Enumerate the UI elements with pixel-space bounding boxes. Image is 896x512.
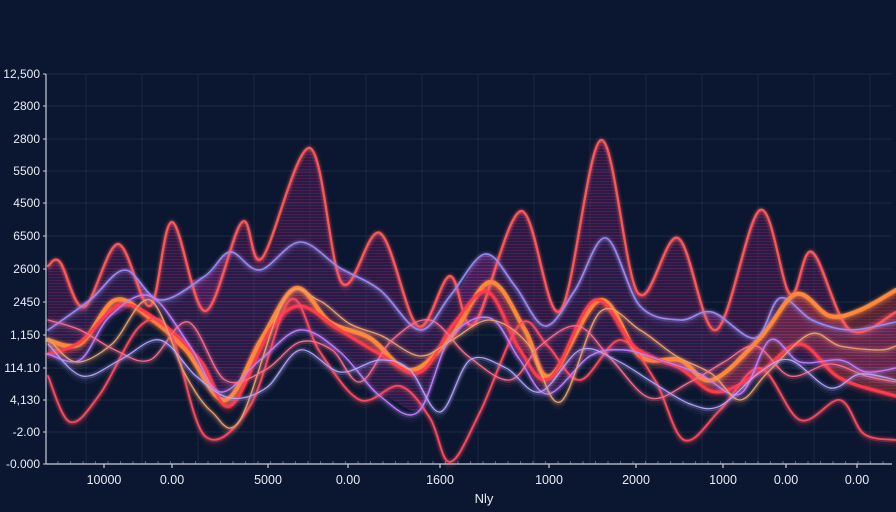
series-red-low: [47, 297, 896, 463]
y-tick-label: -0.000: [6, 457, 40, 471]
y-tick-label: 114.10: [4, 361, 40, 375]
x-tick-label: 1600: [426, 473, 454, 487]
x-axis-title: Nly: [475, 491, 494, 506]
series-tan-line: [47, 288, 896, 429]
y-tick-label: 4,130: [10, 393, 40, 407]
x-tick-label: 0.00: [160, 473, 184, 487]
series-lavender-low: [47, 339, 896, 413]
y-tick-label: 4500: [13, 196, 40, 210]
y-tick-label: 6500: [13, 229, 40, 243]
series-violet-mid: [47, 294, 896, 416]
y-tick-label: 2450: [13, 295, 40, 309]
series-upper-envelope: [46, 138, 896, 334]
x-tick-label: 0.00: [336, 473, 360, 487]
series-periwinkle-upper: [47, 237, 896, 339]
data-series: [46, 138, 896, 469]
x-tick-label: 1000: [535, 473, 563, 487]
y-axis-ticks: 12,500 2800 2800 5500 4500 6500 2600 2450 1,150 1…: [3, 67, 46, 471]
x-tick-label: 1000: [709, 473, 737, 487]
x-tick-label: 10000: [87, 473, 122, 487]
x-tick-label: 0.00: [774, 473, 798, 487]
series-orange-band: [46, 280, 896, 402]
x-tick-label: 0.00: [845, 473, 869, 487]
y-tick-label: 2600: [13, 262, 40, 276]
series-pink-line: [47, 319, 896, 400]
y-tick-label: -2.00: [13, 425, 41, 439]
y-tick-label: 2800: [13, 132, 40, 146]
x-tick-label: 2000: [622, 473, 650, 487]
x-tick-label: 5000: [254, 473, 282, 487]
y-tick-label: 12,500: [3, 67, 40, 81]
y-tick-label: 2800: [13, 99, 40, 113]
y-tick-label: 1,150: [10, 328, 40, 342]
x-axis-ticks: 10000 0.00 5000 0.00 1600 1000 2000 1000 0.00 0.0…: [87, 464, 869, 487]
y-tick-label: 5500: [13, 164, 40, 178]
